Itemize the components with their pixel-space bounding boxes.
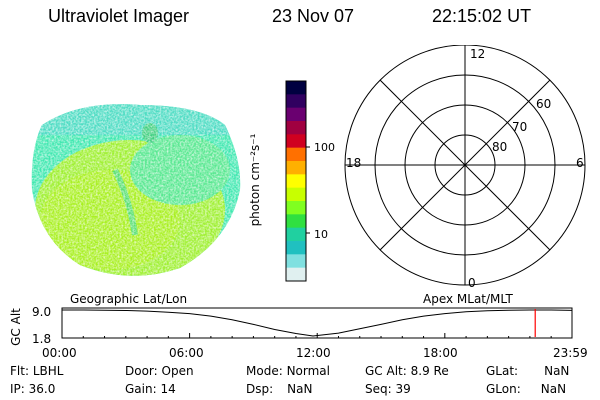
instrument-title: Ultraviolet Imager <box>48 6 190 26</box>
mlt-label-12: 12 <box>470 47 486 61</box>
color-bar <box>285 80 310 282</box>
info-seq: Seq: 39 <box>365 382 411 396</box>
gcalt-line <box>62 309 573 337</box>
info-ip: IP: 36.0 <box>10 382 56 396</box>
colorbar-swatch <box>286 147 306 162</box>
colorbar-swatch <box>286 161 306 175</box>
x-tick-1800: 18:00 <box>423 346 458 360</box>
colorbar-swatch <box>286 81 306 95</box>
x-tick-0600: 06:00 <box>169 346 204 360</box>
colorbar-swatch <box>286 227 306 242</box>
y-tick-1-8: 1.8 <box>32 332 52 346</box>
info-gain: Gain: 14 <box>125 382 176 396</box>
auroral-image <box>31 104 241 276</box>
info-glon: GLon: NaN <box>486 382 567 396</box>
lat-label-80: 80 <box>492 140 508 154</box>
timeline-right-title: Apex MLat/MLT <box>423 292 513 306</box>
colorbar-tick-10: 10 <box>314 228 328 241</box>
time-label: 22:15:02 UT <box>432 6 532 26</box>
colorbar-swatch <box>286 187 306 202</box>
colorbar-swatch <box>286 107 306 122</box>
lat-label-60: 60 <box>536 97 552 111</box>
mlt-label-18: 18 <box>346 156 362 170</box>
mlt-label-0: 0 <box>468 276 476 290</box>
x-tick-2359: 23:59 <box>553 346 588 360</box>
gcalt-timeline-plot <box>61 307 573 339</box>
info-dsp: Dsp: NaN <box>246 382 313 396</box>
colorbar-tick-100: 100 <box>314 141 335 154</box>
colorbar-swatch <box>286 174 306 189</box>
colorbar-swatch <box>286 201 306 215</box>
colorbar-swatch <box>286 267 306 282</box>
colorbar-swatch <box>286 214 306 229</box>
info-gc-alt: GC Alt: 8.9 Re <box>365 364 449 378</box>
info-glat: GLat: NaN <box>486 364 570 378</box>
x-tick-0000: 00:00 <box>42 346 77 360</box>
date-label: 23 Nov 07 <box>272 6 355 26</box>
x-tick-1200: 12:00 <box>296 346 331 360</box>
polar-grid <box>344 45 586 286</box>
colorbar-swatch <box>286 121 306 135</box>
lat-label-70: 70 <box>512 120 528 134</box>
timeline-left-title: Geographic Lat/Lon <box>70 292 188 306</box>
mlt-label-6: 6 <box>576 156 584 170</box>
info-flt: Flt: LBHL <box>10 364 64 378</box>
colorbar-swatch <box>286 241 306 255</box>
info-mode: Mode: Normal <box>246 364 330 378</box>
colorbar-swatch <box>286 254 306 269</box>
y-tick-9: 9.0 <box>32 305 52 319</box>
colorbar-swatch <box>286 94 306 109</box>
info-door: Door: Open <box>125 364 194 378</box>
colorbar-swatch <box>286 134 306 149</box>
